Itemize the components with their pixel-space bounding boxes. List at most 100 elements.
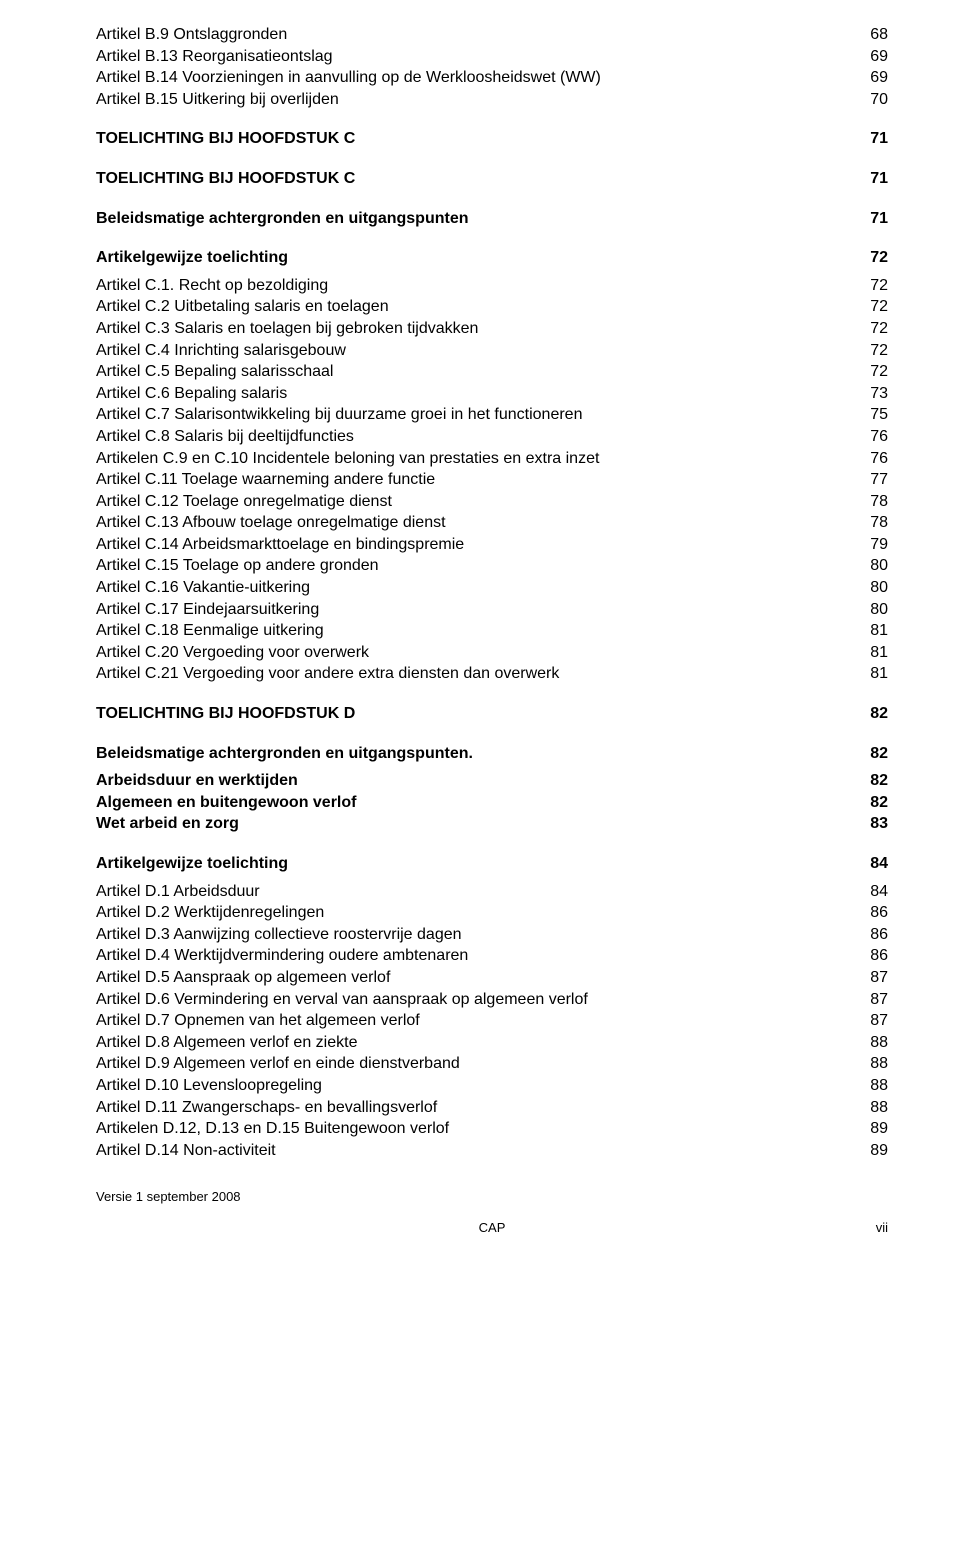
toc-entry-page: 87 bbox=[856, 1010, 888, 1032]
toc-entry-label: Artikel B.14 Voorzieningen in aanvulling… bbox=[96, 67, 856, 89]
toc-entry-label: Artikel C.6 Bepaling salaris bbox=[96, 383, 856, 405]
toc-subheading-page: 84 bbox=[856, 853, 888, 875]
toc-entry-label: Artikel D.1 Arbeidsduur bbox=[96, 881, 856, 903]
toc-group-b: Artikel B.9 Ontslaggronden 68 Artikel B.… bbox=[96, 24, 888, 110]
toc-entry-label: Artikel D.7 Opnemen van het algemeen ver… bbox=[96, 1010, 856, 1032]
toc-entry-label: Artikel C.8 Salaris bij deeltijdfuncties bbox=[96, 426, 856, 448]
toc-entry-label: Artikel C.16 Vakantie-uitkering bbox=[96, 577, 856, 599]
toc-group-d: Artikel D.1 Arbeidsduur84Artikel D.2 Wer… bbox=[96, 881, 888, 1162]
toc-entry-page: 77 bbox=[856, 469, 888, 491]
toc-entry-page: 72 bbox=[856, 318, 888, 340]
toc-entry: Artikel D.5 Aanspraak op algemeen verlof… bbox=[96, 967, 888, 989]
toc-subheading-label: Artikelgewijze toelichting bbox=[96, 853, 856, 875]
toc-entry-label: Wet arbeid en zorg bbox=[96, 813, 856, 835]
toc-entry-label: Artikel C.15 Toelage op andere gronden bbox=[96, 555, 856, 577]
toc-entry-label: Artikel C.11 Toelage waarneming andere f… bbox=[96, 469, 856, 491]
toc-subheading: Beleidsmatige achtergronden en uitgangsp… bbox=[96, 743, 888, 765]
toc-entry-page: 82 bbox=[856, 792, 888, 814]
toc-entry-label: Artikel D.11 Zwangerschaps- en bevalling… bbox=[96, 1097, 856, 1119]
toc-entry: Artikel C.3 Salaris en toelagen bij gebr… bbox=[96, 318, 888, 340]
toc-entry-page: 81 bbox=[856, 663, 888, 685]
toc-entry: Artikel D.3 Aanwijzing collectieve roost… bbox=[96, 924, 888, 946]
toc-entry: Artikel D.6 Vermindering en verval van a… bbox=[96, 989, 888, 1011]
toc-entry: Artikel C.8 Salaris bij deeltijdfuncties… bbox=[96, 426, 888, 448]
footer-version: Versie 1 september 2008 bbox=[96, 1189, 888, 1204]
toc-entry: Artikel C.4 Inrichting salarisgebouw72 bbox=[96, 340, 888, 362]
toc-entry: Artikel C.7 Salarisontwikkeling bij duur… bbox=[96, 404, 888, 426]
toc-entry-label: Artikelen D.12, D.13 en D.15 Buitengewoo… bbox=[96, 1118, 856, 1140]
toc-subheading: Artikelgewijze toelichting 84 bbox=[96, 853, 888, 875]
toc-entry-label: Artikel D.3 Aanwijzing collectieve roost… bbox=[96, 924, 856, 946]
toc-entry-label: Arbeidsduur en werktijden bbox=[96, 770, 856, 792]
toc-entry-page: 75 bbox=[856, 404, 888, 426]
toc-entry-page: 86 bbox=[856, 902, 888, 924]
toc-entry-page: 72 bbox=[856, 296, 888, 318]
toc-entry-label: Artikel C.21 Vergoeding voor andere extr… bbox=[96, 663, 856, 685]
toc-entry-page: 80 bbox=[856, 577, 888, 599]
toc-group-d-sub: Arbeidsduur en werktijden82Algemeen en b… bbox=[96, 770, 888, 835]
toc-page: Artikel B.9 Ontslaggronden 68 Artikel B.… bbox=[0, 0, 960, 1275]
toc-entry-page: 87 bbox=[856, 967, 888, 989]
toc-entry: Artikel D.11 Zwangerschaps- en bevalling… bbox=[96, 1097, 888, 1119]
toc-entry-label: Artikel C.12 Toelage onregelmatige diens… bbox=[96, 491, 856, 513]
toc-entry-page: 86 bbox=[856, 924, 888, 946]
toc-entry-page: 88 bbox=[856, 1097, 888, 1119]
toc-entry-page: 86 bbox=[856, 945, 888, 967]
toc-heading-page: 82 bbox=[856, 703, 888, 725]
toc-entry: Artikel C.17 Eindejaarsuitkering80 bbox=[96, 599, 888, 621]
toc-entry-page: 78 bbox=[856, 491, 888, 513]
toc-entry: Artikel C.13 Afbouw toelage onregelmatig… bbox=[96, 512, 888, 534]
toc-entry-label: Artikel D.10 Levensloopregeling bbox=[96, 1075, 856, 1097]
toc-entry: Artikel C.1. Recht op bezoldiging72 bbox=[96, 275, 888, 297]
toc-heading-page: 71 bbox=[856, 168, 888, 190]
toc-entry: Artikel B.15 Uitkering bij overlijden 70 bbox=[96, 89, 888, 111]
toc-group-c: Artikel C.1. Recht op bezoldiging72Artik… bbox=[96, 275, 888, 685]
toc-entry-page: 88 bbox=[856, 1053, 888, 1075]
toc-entry-label: Artikel D.6 Vermindering en verval van a… bbox=[96, 989, 856, 1011]
toc-entry-page: 80 bbox=[856, 599, 888, 621]
toc-subheading: Beleidsmatige achtergronden en uitgangsp… bbox=[96, 208, 888, 230]
toc-heading-label: TOELICHTING BIJ HOOFDSTUK D bbox=[96, 703, 856, 725]
toc-entry-label: Artikel C.13 Afbouw toelage onregelmatig… bbox=[96, 512, 856, 534]
toc-entry-page: 84 bbox=[856, 881, 888, 903]
toc-entry-label: Artikel D.8 Algemeen verlof en ziekte bbox=[96, 1032, 856, 1054]
toc-entry-label: Artikel C.1. Recht op bezoldiging bbox=[96, 275, 856, 297]
toc-entry: Artikel C.21 Vergoeding voor andere extr… bbox=[96, 663, 888, 685]
toc-entry-label: Artikel C.20 Vergoeding voor overwerk bbox=[96, 642, 856, 664]
toc-entry: Artikel C.12 Toelage onregelmatige diens… bbox=[96, 491, 888, 513]
toc-subheading: Artikelgewijze toelichting 72 bbox=[96, 247, 888, 269]
toc-entry-label: Artikel D.14 Non-activiteit bbox=[96, 1140, 856, 1162]
toc-entry-page: 80 bbox=[856, 555, 888, 577]
toc-entry: Artikel C.5 Bepaling salarisschaal72 bbox=[96, 361, 888, 383]
toc-entry-page: 76 bbox=[856, 448, 888, 470]
toc-entry-page: 76 bbox=[856, 426, 888, 448]
toc-entry-page: 89 bbox=[856, 1140, 888, 1162]
toc-entry: Artikel C.11 Toelage waarneming andere f… bbox=[96, 469, 888, 491]
toc-subheading-page: 72 bbox=[856, 247, 888, 269]
toc-entry: Artikel C.18 Eenmalige uitkering81 bbox=[96, 620, 888, 642]
toc-entry: Artikel C.6 Bepaling salaris73 bbox=[96, 383, 888, 405]
toc-subheading-label: Beleidsmatige achtergronden en uitgangsp… bbox=[96, 208, 856, 230]
toc-entry-label: Artikel C.4 Inrichting salarisgebouw bbox=[96, 340, 856, 362]
toc-entry: Artikel C.16 Vakantie-uitkering80 bbox=[96, 577, 888, 599]
toc-entry: Artikel C.14 Arbeidsmarkttoelage en bind… bbox=[96, 534, 888, 556]
toc-heading-d: TOELICHTING BIJ HOOFDSTUK D 82 bbox=[96, 703, 888, 725]
toc-entry-page: 73 bbox=[856, 383, 888, 405]
toc-entry: Artikel D.8 Algemeen verlof en ziekte88 bbox=[96, 1032, 888, 1054]
toc-entry-page: 70 bbox=[856, 89, 888, 111]
toc-entry-page: 69 bbox=[856, 46, 888, 68]
toc-entry: Artikel B.13 Reorganisatieontslag 69 bbox=[96, 46, 888, 68]
toc-entry: Artikel D.2 Werktijdenregelingen86 bbox=[96, 902, 888, 924]
toc-entry-label: Artikel D.2 Werktijdenregelingen bbox=[96, 902, 856, 924]
toc-entry: Artikelen C.9 en C.10 Incidentele beloni… bbox=[96, 448, 888, 470]
toc-heading-label: TOELICHTING BIJ HOOFDSTUK C bbox=[96, 168, 856, 190]
toc-entry: Artikel B.14 Voorzieningen in aanvulling… bbox=[96, 67, 888, 89]
toc-entry-label: Artikel B.13 Reorganisatieontslag bbox=[96, 46, 856, 68]
toc-entry-label: Artikel D.4 Werktijdvermindering oudere … bbox=[96, 945, 856, 967]
toc-entry: Artikel D.14 Non-activiteit89 bbox=[96, 1140, 888, 1162]
toc-subheading-label: Artikelgewijze toelichting bbox=[96, 247, 856, 269]
toc-entry-label: Artikel C.5 Bepaling salarisschaal bbox=[96, 361, 856, 383]
toc-entry: Algemeen en buitengewoon verlof82 bbox=[96, 792, 888, 814]
toc-entry-page: 83 bbox=[856, 813, 888, 835]
toc-entry-label: Algemeen en buitengewoon verlof bbox=[96, 792, 856, 814]
